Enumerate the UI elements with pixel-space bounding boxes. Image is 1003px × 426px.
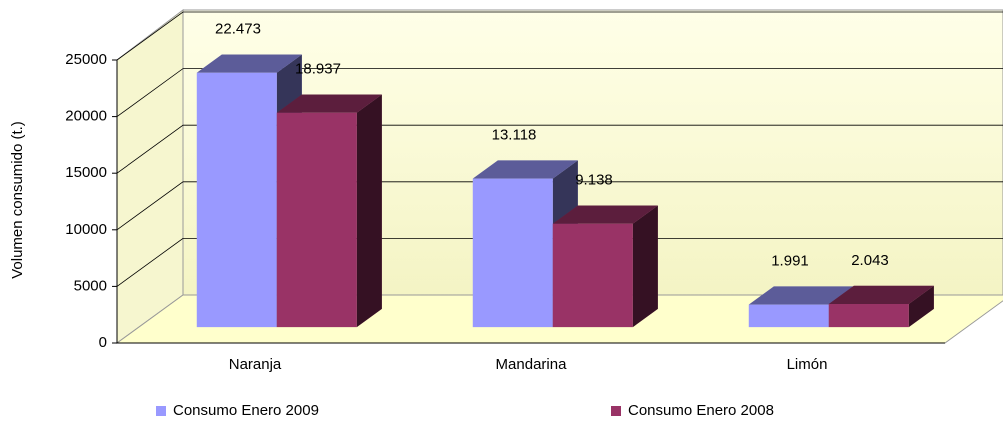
back-wall (182, 9, 1003, 296)
x-tick-label: Limón (787, 356, 828, 373)
y-tick-label: 20000 (65, 108, 107, 125)
bar-side-shade (908, 285, 934, 328)
bar-side-shade (632, 205, 658, 328)
y-tick-label: 15000 (65, 164, 107, 181)
value-label: 2.043 (851, 252, 889, 269)
bar (828, 304, 909, 328)
grid-line (116, 124, 1003, 174)
y-tick-label: 10000 (65, 221, 107, 238)
legend-swatch (611, 406, 621, 416)
legend-label: Consumo Enero 2009 (173, 402, 319, 419)
bar-top (748, 286, 854, 305)
bar (196, 72, 277, 328)
legend-swatch (156, 406, 166, 416)
left-wall (116, 8, 184, 344)
bar-top (828, 285, 934, 305)
grid-line (116, 181, 1003, 231)
bar-top (276, 94, 382, 113)
y-tick-label: 25000 (65, 51, 107, 68)
value-label: 13.118 (492, 126, 537, 143)
grid-line (116, 11, 1003, 61)
bar-top-shade (828, 285, 934, 305)
bar (472, 178, 553, 328)
x-tick-label: Mandarina (496, 356, 568, 373)
x-tick-label: Naranja (229, 356, 282, 373)
value-label: 22.473 (215, 20, 261, 37)
grid-line (116, 237, 1003, 287)
bar-top-shade (196, 54, 302, 73)
y-tick-label: 5000 (74, 277, 107, 294)
legend-label: Consumo Enero 2008 (628, 402, 774, 419)
value-label: 1.991 (771, 252, 809, 269)
bar (552, 223, 633, 328)
bar-top (472, 160, 578, 179)
bar (276, 112, 357, 328)
bar (748, 304, 829, 328)
bar-top (196, 54, 302, 73)
y-tick-label: 0 (99, 334, 107, 351)
bar-top-shade (276, 94, 382, 113)
bar-top-shade (748, 286, 854, 305)
bar-top-shade (552, 205, 658, 224)
value-label: 18.937 (295, 61, 341, 78)
grid-line (116, 68, 1003, 117)
bar-top-shade (472, 160, 578, 179)
bar-side-shade (356, 94, 382, 328)
y-axis-label: Volumen consumido (t.) (9, 121, 26, 279)
value-label: 9.138 (575, 171, 613, 188)
bar-top (552, 205, 658, 224)
